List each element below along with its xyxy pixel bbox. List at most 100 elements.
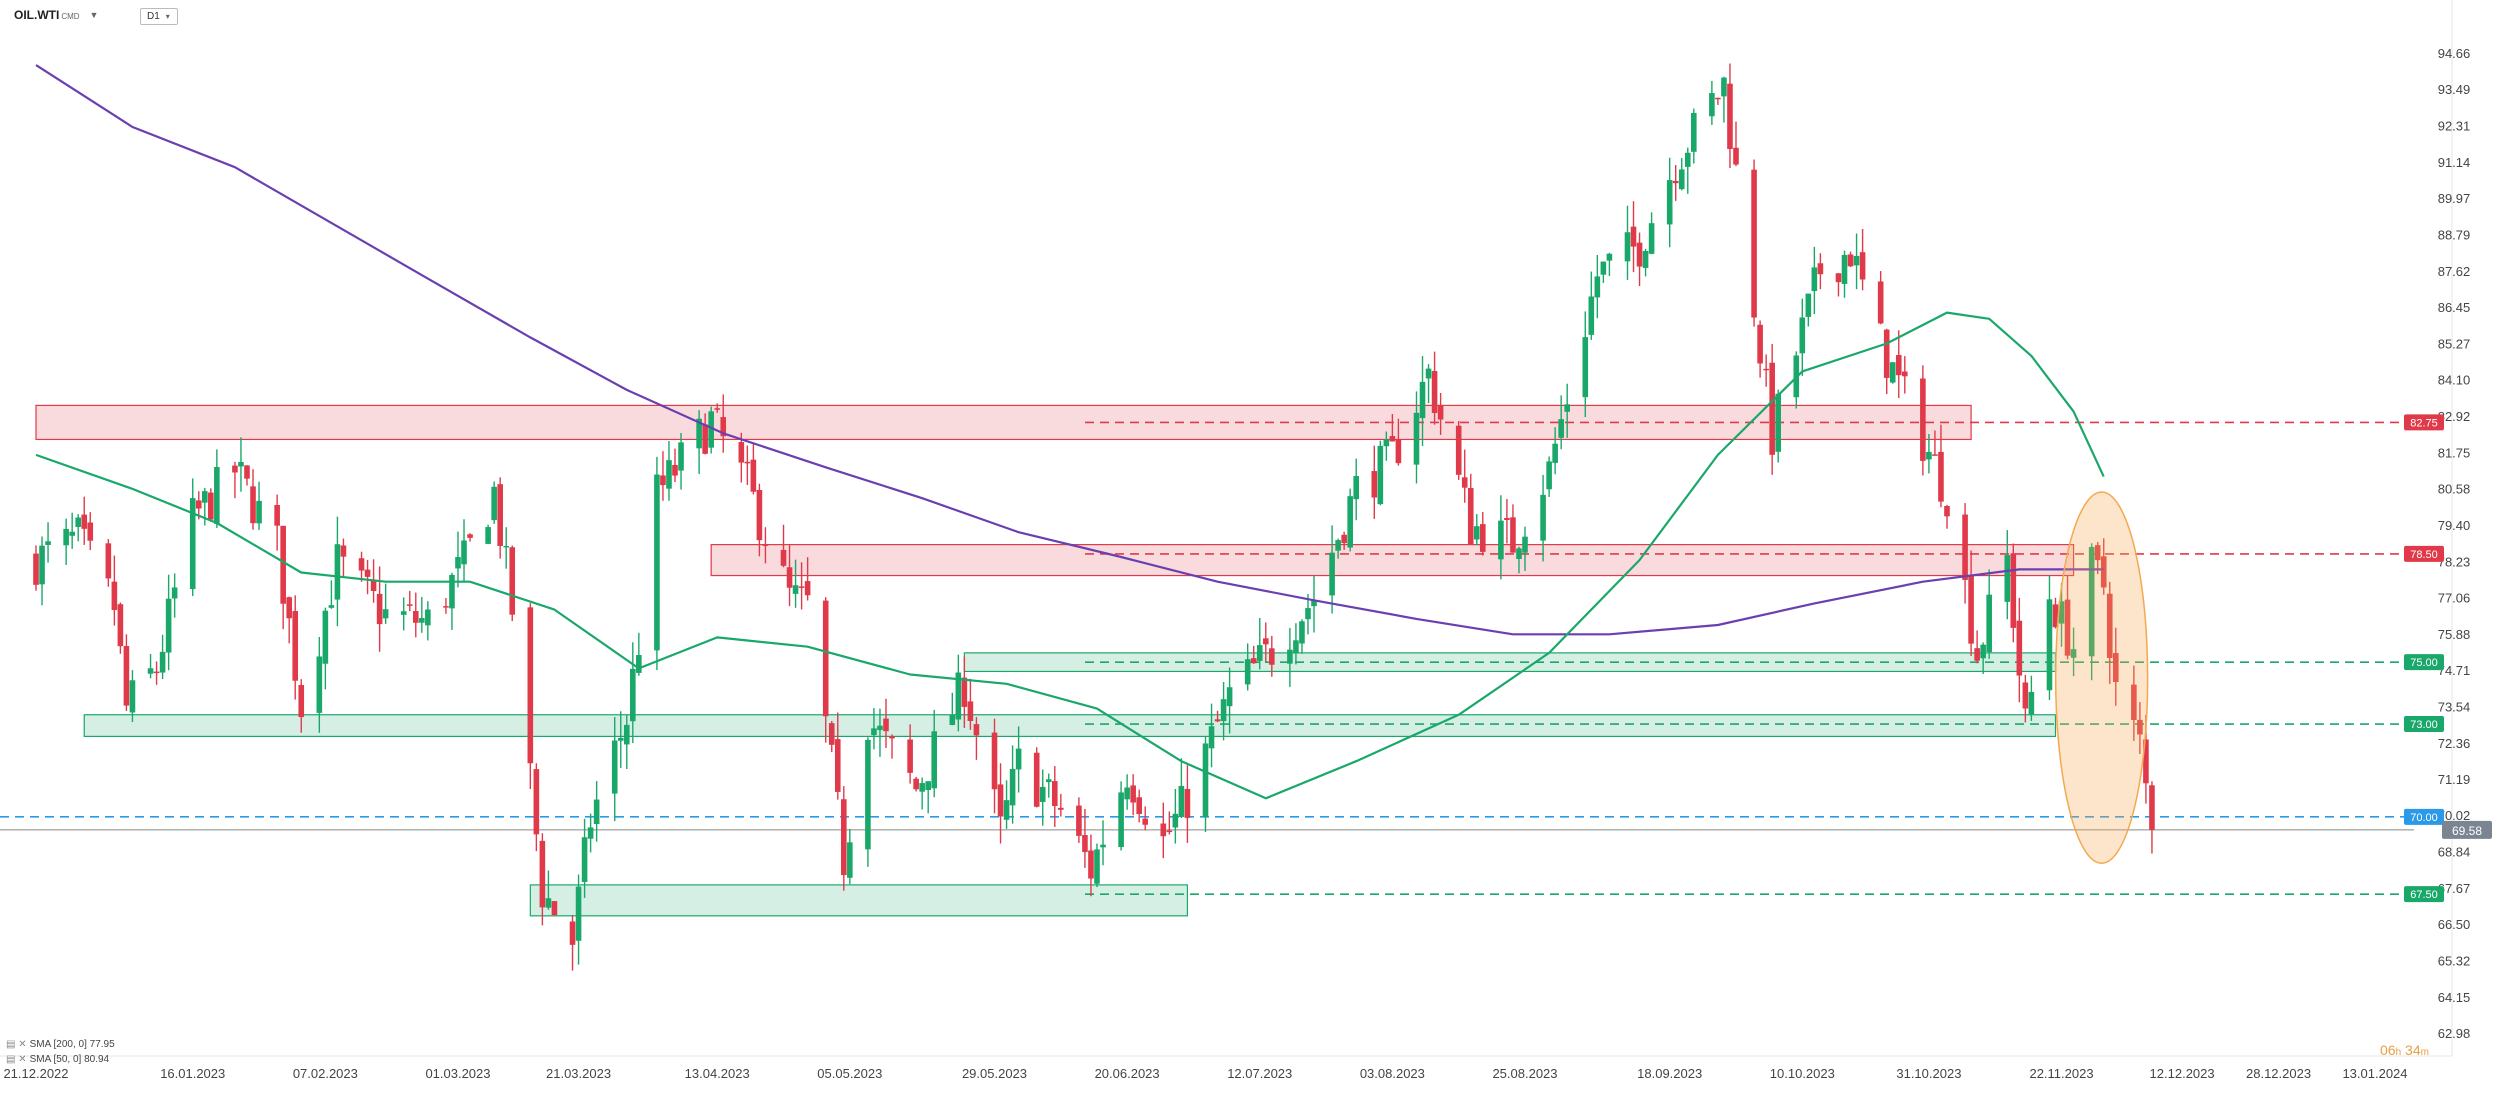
candle-body[interactable] bbox=[449, 574, 455, 609]
candle-body[interactable] bbox=[919, 783, 925, 792]
candle-body[interactable] bbox=[1118, 792, 1124, 848]
candle-body[interactable] bbox=[2094, 545, 2101, 561]
candle-body[interactable] bbox=[1419, 381, 1426, 419]
candle-body[interactable] bbox=[1130, 785, 1136, 803]
legend-sma200[interactable]: ▤ ✕ SMA [200, 0] 77.95 bbox=[6, 1039, 115, 1050]
candle-body[interactable] bbox=[425, 609, 431, 626]
candle-body[interactable] bbox=[1986, 594, 1992, 653]
candle-body[interactable] bbox=[997, 784, 1004, 817]
candle-body[interactable] bbox=[1094, 849, 1100, 884]
candle-body[interactable] bbox=[1166, 830, 1173, 833]
candle-body[interactable] bbox=[804, 581, 811, 596]
candle-body[interactable] bbox=[1413, 412, 1420, 465]
candle-body[interactable] bbox=[328, 605, 335, 608]
candle-body[interactable] bbox=[1727, 83, 1733, 150]
candle-body[interactable] bbox=[1546, 461, 1552, 490]
candle-body[interactable] bbox=[105, 543, 112, 579]
candle-body[interactable] bbox=[286, 597, 292, 619]
candle-body[interactable] bbox=[87, 522, 94, 541]
candle-body[interactable] bbox=[1648, 223, 1655, 254]
candle-body[interactable] bbox=[1522, 536, 1528, 553]
candle-body[interactable] bbox=[527, 607, 534, 764]
candle-body[interactable] bbox=[382, 609, 389, 619]
candle-body[interactable] bbox=[973, 724, 980, 736]
candle-body[interactable] bbox=[2022, 682, 2029, 709]
candle-body[interactable] bbox=[949, 714, 956, 725]
candle-body[interactable] bbox=[1540, 494, 1546, 541]
candle-body[interactable] bbox=[714, 408, 721, 410]
symbol-name[interactable]: OIL.WTI CMD bbox=[14, 8, 80, 22]
candle-body[interactable] bbox=[1883, 329, 1890, 378]
candle-body[interactable] bbox=[1299, 621, 1305, 644]
candle-body[interactable] bbox=[147, 668, 154, 674]
candle-body[interactable] bbox=[400, 611, 407, 615]
candle-body[interactable] bbox=[485, 527, 491, 544]
candle-body[interactable] bbox=[1214, 719, 1221, 722]
candle-body[interactable] bbox=[1124, 787, 1130, 800]
candle-body[interactable] bbox=[593, 799, 600, 825]
candle-body[interactable] bbox=[611, 740, 618, 794]
candle-body[interactable] bbox=[1160, 823, 1167, 837]
candle-body[interactable] bbox=[1033, 752, 1040, 807]
candle-body[interactable] bbox=[666, 460, 672, 489]
candle-body[interactable] bbox=[907, 739, 913, 773]
candle-body[interactable] bbox=[171, 587, 178, 599]
candle-body[interactable] bbox=[1895, 354, 1902, 376]
candle-body[interactable] bbox=[2112, 653, 2119, 682]
candle-body[interactable] bbox=[334, 544, 341, 600]
candle-body[interactable] bbox=[1015, 748, 1022, 770]
candle-body[interactable] bbox=[1504, 518, 1510, 521]
candle-body[interactable] bbox=[111, 581, 118, 611]
candle-body[interactable] bbox=[889, 736, 895, 739]
candle-body[interactable] bbox=[1582, 337, 1589, 398]
candle-body[interactable] bbox=[1383, 439, 1390, 447]
candle-body[interactable] bbox=[491, 486, 497, 521]
candle-body[interactable] bbox=[1371, 471, 1378, 498]
candle-body[interactable] bbox=[630, 668, 636, 722]
candle-body[interactable] bbox=[45, 541, 51, 545]
candle-body[interactable] bbox=[1968, 574, 1974, 644]
candle-body[interactable] bbox=[1202, 743, 1209, 818]
candle-body[interactable] bbox=[660, 475, 666, 486]
candle-body[interactable] bbox=[1666, 180, 1673, 225]
candle-body[interactable] bbox=[2016, 620, 2023, 676]
candle-body[interactable] bbox=[1672, 180, 1679, 184]
candle-body[interactable] bbox=[208, 492, 214, 520]
candle-body[interactable] bbox=[455, 556, 461, 569]
candle-body[interactable] bbox=[696, 418, 702, 449]
candle-body[interactable] bbox=[1690, 112, 1697, 152]
candle-body[interactable] bbox=[1811, 267, 1818, 292]
candle-body[interactable] bbox=[2143, 739, 2149, 784]
candle-body[interactable] bbox=[1311, 600, 1317, 607]
sma50-line[interactable] bbox=[35, 311, 2105, 800]
candle-body[interactable] bbox=[1287, 649, 1293, 664]
candle-body[interactable] bbox=[443, 606, 449, 608]
candle-body[interactable] bbox=[756, 489, 763, 541]
candle-body[interactable] bbox=[1932, 454, 1938, 456]
candle-body[interactable] bbox=[1353, 476, 1360, 500]
candle-body[interactable] bbox=[702, 424, 708, 454]
candle-body[interactable] bbox=[1600, 261, 1607, 275]
candle-body[interactable] bbox=[1980, 644, 1986, 659]
candle-body[interactable] bbox=[1226, 687, 1233, 707]
candle-body[interactable] bbox=[1715, 97, 1721, 100]
timeframe-select[interactable]: D1 ▾ bbox=[140, 8, 178, 25]
candle-body[interactable] bbox=[201, 491, 208, 503]
candle-body[interactable] bbox=[123, 646, 130, 706]
candle-body[interactable] bbox=[539, 840, 546, 908]
candle-body[interactable] bbox=[654, 474, 660, 651]
candle-body[interactable] bbox=[1220, 699, 1227, 722]
candle-body[interactable] bbox=[1461, 477, 1468, 488]
candle-body[interactable] bbox=[189, 498, 196, 590]
candle-body[interactable] bbox=[1775, 393, 1781, 452]
candle-body[interactable] bbox=[1473, 526, 1480, 540]
candle-body[interactable] bbox=[1817, 263, 1824, 275]
candle-body[interactable] bbox=[991, 732, 998, 790]
candle-body[interactable] bbox=[1250, 658, 1257, 664]
candle-body[interactable] bbox=[1208, 726, 1215, 749]
candle-body[interactable] bbox=[2137, 719, 2143, 735]
candle-body[interactable] bbox=[1389, 436, 1396, 442]
candle-body[interactable] bbox=[81, 514, 88, 529]
candle-body[interactable] bbox=[2046, 599, 2053, 691]
candle-body[interactable] bbox=[822, 600, 829, 717]
